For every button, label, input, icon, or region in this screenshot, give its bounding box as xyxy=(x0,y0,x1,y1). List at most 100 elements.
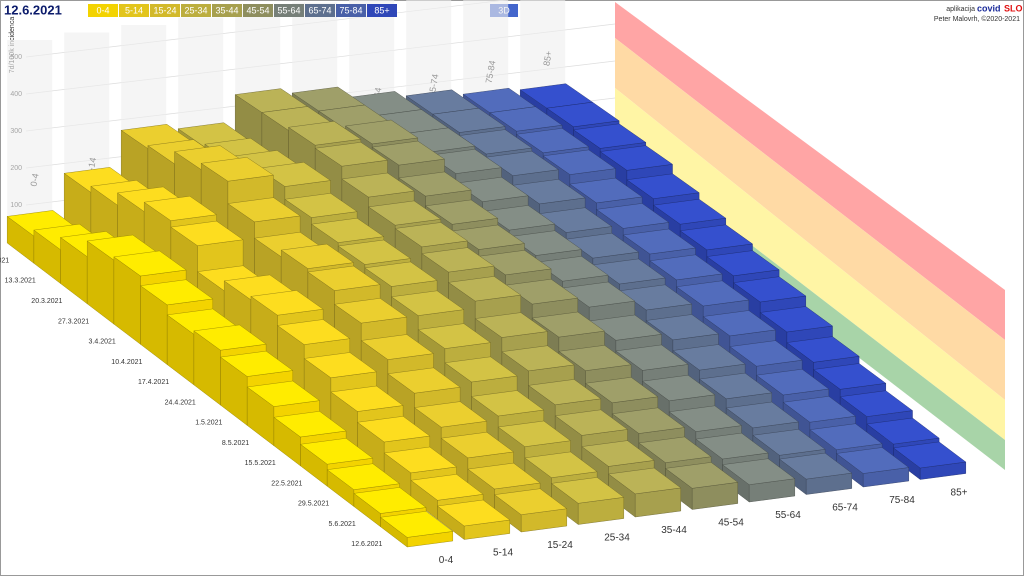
bar-top xyxy=(303,352,378,379)
date-label: 5.6.2021 xyxy=(329,521,356,528)
bar-top xyxy=(467,462,541,490)
bar-top xyxy=(527,379,602,406)
group-label: 55-64 xyxy=(775,510,801,521)
bar-top xyxy=(515,128,590,154)
bar-top xyxy=(360,334,435,360)
bar-top xyxy=(193,324,267,351)
bar-top xyxy=(652,198,727,225)
date-label: 15.5.2021 xyxy=(245,460,276,467)
bar-top xyxy=(581,440,655,467)
date-title: 12.6.2021 xyxy=(4,2,62,17)
bar-top xyxy=(333,298,408,324)
bar-top xyxy=(444,356,518,383)
legend-button[interactable] xyxy=(150,4,180,17)
legend-label[interactable]: 0-4 xyxy=(96,5,109,15)
legend-label[interactable]: 25-34 xyxy=(184,5,207,15)
bar xyxy=(892,441,967,480)
date-label: 3.4.2021 xyxy=(89,339,116,346)
date-label: 29.5.2021 xyxy=(298,501,329,508)
bar-top xyxy=(752,429,826,456)
bar-top xyxy=(675,280,750,307)
bar-top xyxy=(287,121,362,146)
date-label: 20.3.2021 xyxy=(31,298,62,305)
bar-top xyxy=(668,405,743,432)
bar-top xyxy=(143,195,218,221)
date-label: 12.6.2021 xyxy=(351,541,382,548)
bar-top xyxy=(447,276,522,302)
group-label: 85+ xyxy=(951,487,968,498)
date-label: 10.4.2021 xyxy=(111,359,142,366)
bar-top xyxy=(542,149,617,175)
bar-top xyxy=(550,477,625,504)
bar-top xyxy=(572,123,647,149)
bar xyxy=(379,511,454,548)
legend-button[interactable] xyxy=(119,4,149,17)
bar-top xyxy=(440,431,515,459)
legend-label[interactable]: 75-84 xyxy=(339,5,362,15)
legend-label[interactable]: 65-74 xyxy=(308,5,331,15)
back-group-label: 85+ xyxy=(541,50,554,67)
bar-top xyxy=(478,250,552,276)
bar-top xyxy=(200,157,275,182)
date-label: 6.3.2021 xyxy=(0,257,9,264)
back-group-label: 75-84 xyxy=(484,60,498,84)
bar-top xyxy=(702,310,777,337)
group-label: 75-84 xyxy=(889,495,915,506)
bar xyxy=(550,477,625,525)
bar-top xyxy=(558,345,632,371)
legend-button[interactable] xyxy=(88,4,118,17)
legend-button[interactable] xyxy=(305,4,335,17)
bar-top xyxy=(732,276,807,303)
legend-label[interactable]: 45-54 xyxy=(246,5,269,15)
bar-top xyxy=(299,438,374,465)
band-orange xyxy=(615,38,1005,400)
bar xyxy=(664,462,739,510)
bar-top xyxy=(330,385,404,412)
bar-top xyxy=(721,458,796,485)
legend-label[interactable]: 15-24 xyxy=(153,5,176,15)
legend-label[interactable]: 55-64 xyxy=(277,5,300,15)
bar-top xyxy=(257,162,332,187)
legend-label[interactable]: 5-14 xyxy=(125,5,143,15)
bar-top xyxy=(664,462,739,489)
bar-top xyxy=(512,179,586,205)
bar-top xyxy=(394,222,469,248)
bar-top xyxy=(383,446,458,474)
bar xyxy=(493,488,568,533)
bar-top xyxy=(599,145,674,171)
bar-top xyxy=(341,172,415,198)
legend-button[interactable] xyxy=(212,4,242,17)
legend-button[interactable] xyxy=(181,4,211,17)
bar-top xyxy=(379,511,454,538)
bar-top xyxy=(755,368,830,396)
bar-top xyxy=(284,193,358,218)
legend-button[interactable] xyxy=(243,4,273,17)
bar xyxy=(778,452,853,495)
legend-button[interactable] xyxy=(274,4,304,17)
group-label: 65-74 xyxy=(832,502,858,513)
legend-button[interactable] xyxy=(336,4,366,17)
bar-top xyxy=(615,344,689,371)
legend-label[interactable]: 35-44 xyxy=(215,5,238,15)
bar-top xyxy=(458,129,533,155)
bar-top xyxy=(398,171,472,197)
bar-top xyxy=(607,467,682,495)
bar-top xyxy=(371,140,446,166)
bar-top xyxy=(337,239,412,265)
bar-top xyxy=(451,224,526,250)
bar-top xyxy=(538,207,613,233)
bar-top xyxy=(424,199,499,225)
date-label: 1.5.2021 xyxy=(195,420,222,427)
group-label: 0-4 xyxy=(439,555,454,566)
bar-top xyxy=(504,278,579,305)
bar-top xyxy=(561,281,636,308)
app-name: SLO xyxy=(1004,3,1023,13)
legend-button[interactable] xyxy=(367,4,397,17)
bar-top xyxy=(344,119,419,145)
legend-label[interactable]: 85+ xyxy=(374,5,389,15)
bar-top xyxy=(588,314,663,341)
bar-top xyxy=(725,401,800,429)
bar-top xyxy=(611,407,686,434)
bar-top xyxy=(645,314,720,341)
bar-top xyxy=(387,367,461,394)
